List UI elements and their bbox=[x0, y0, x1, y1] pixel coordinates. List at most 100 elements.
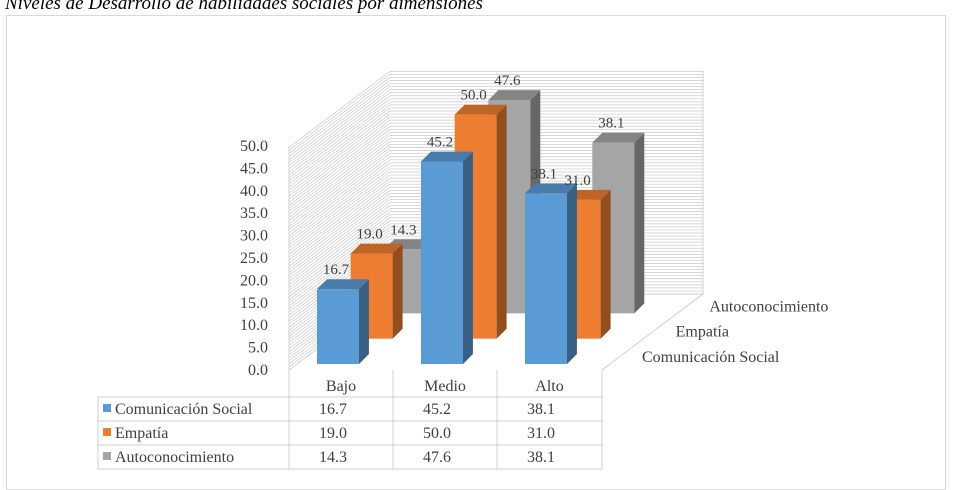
table-value: 50.0 bbox=[423, 425, 451, 442]
side-wall-gridline bbox=[288, 183, 391, 261]
bar-top bbox=[592, 132, 645, 143]
side-wall-gridline bbox=[288, 171, 391, 249]
y-tick-label: 35.0 bbox=[240, 205, 268, 222]
bar-side bbox=[359, 279, 369, 364]
depth-axis: Comunicación Social Empatía Autoconocimien… bbox=[601, 293, 828, 371]
bar-top bbox=[525, 183, 577, 194]
side-wall-gridline bbox=[288, 129, 391, 206]
side-wall-gridline bbox=[288, 205, 391, 282]
bars-layer bbox=[317, 90, 645, 364]
side-wall-gridline bbox=[288, 162, 391, 240]
table-value: 45.2 bbox=[423, 401, 451, 418]
side-wall-gridline bbox=[288, 74, 391, 151]
side-wall-gridline bbox=[288, 119, 391, 197]
y-tick-label: 5.0 bbox=[248, 340, 268, 357]
data-label: 47.6 bbox=[494, 73, 521, 89]
side-wall-gridline bbox=[288, 211, 391, 288]
side-wall-gridline bbox=[288, 104, 391, 182]
table-value: 14.3 bbox=[319, 449, 347, 466]
table-value: 38.1 bbox=[527, 401, 555, 418]
bar-top bbox=[454, 104, 507, 115]
y-tick-label: 40.0 bbox=[240, 183, 268, 200]
bar-front bbox=[421, 161, 463, 364]
side-wall-gridline bbox=[288, 141, 391, 218]
table-series-label: Comunicación Social bbox=[115, 401, 253, 418]
side-wall-gridline bbox=[288, 150, 391, 227]
side-wall-gridline bbox=[288, 132, 391, 209]
bar-top bbox=[488, 90, 541, 101]
y-tick-label: 20.0 bbox=[240, 272, 268, 289]
side-wall-gridline bbox=[288, 223, 391, 301]
side-wall-gridline bbox=[288, 107, 391, 185]
data-label: 45.2 bbox=[427, 135, 453, 151]
table-series-label: Empatía bbox=[115, 425, 168, 442]
data-label: 50.0 bbox=[461, 88, 487, 104]
side-wall-gridline bbox=[288, 220, 391, 298]
side-wall-gridline bbox=[288, 147, 391, 224]
table-value: 16.7 bbox=[319, 401, 347, 418]
side-wall-gridline bbox=[288, 80, 391, 157]
side-wall-gridline bbox=[288, 159, 391, 237]
side-wall-gridline bbox=[288, 125, 391, 203]
side-wall-gridline bbox=[288, 193, 391, 270]
side-wall-gridline bbox=[288, 113, 391, 191]
series-axis-label: Comunicación Social bbox=[642, 349, 780, 366]
side-wall-gridline bbox=[288, 156, 391, 234]
data-label: 38.1 bbox=[531, 166, 557, 182]
side-wall-gridline bbox=[288, 186, 391, 264]
y-tick-label: 30.0 bbox=[240, 228, 268, 245]
table-category-label: Alto bbox=[535, 378, 563, 395]
y-tick-label: 50.0 bbox=[240, 138, 268, 155]
side-wall-gridline bbox=[288, 77, 391, 154]
series-axis-label: Autoconocimiento bbox=[709, 298, 828, 315]
side-wall-gridline bbox=[288, 122, 391, 200]
bar-top bbox=[317, 279, 369, 290]
side-wall-gridline bbox=[288, 89, 391, 166]
side-wall-gridline bbox=[288, 168, 391, 246]
side-wall-gridline bbox=[288, 226, 391, 304]
side-wall-gridline bbox=[288, 153, 391, 230]
table-value: 47.6 bbox=[423, 449, 451, 466]
table-value: 38.1 bbox=[527, 449, 555, 466]
bar-front bbox=[317, 289, 359, 364]
side-wall-gridline bbox=[288, 101, 391, 179]
bar-top bbox=[350, 243, 403, 254]
y-tick-label: 25.0 bbox=[240, 250, 268, 267]
side-wall-gridline bbox=[288, 196, 391, 273]
bar-side bbox=[600, 189, 611, 339]
table-series-label: Autoconocimiento bbox=[115, 449, 234, 466]
table-value: 31.0 bbox=[527, 425, 555, 442]
table-value: 19.0 bbox=[319, 425, 347, 442]
series-axis-label: Empatía bbox=[676, 324, 729, 341]
data-label: 38.1 bbox=[598, 116, 624, 132]
side-wall-gridline bbox=[288, 190, 391, 267]
data-labels: 14.3 47.6 38.1 19.0 50.0 31.0 16.7 45.2 38.1 bbox=[323, 73, 625, 278]
side-wall-gridline bbox=[288, 138, 391, 215]
side-wall-gridline bbox=[288, 95, 391, 173]
data-label: 16.7 bbox=[323, 262, 350, 278]
side-wall-gridline bbox=[288, 110, 391, 188]
bar bbox=[421, 151, 473, 364]
side-wall-gridline bbox=[288, 83, 391, 160]
side-wall-gridline bbox=[288, 71, 391, 148]
side-wall-gridline bbox=[288, 144, 391, 221]
side-wall-gridline bbox=[288, 174, 391, 252]
bar-side bbox=[496, 104, 507, 339]
side-wall-gridline bbox=[288, 217, 391, 295]
side-wall-gridline bbox=[288, 180, 391, 258]
data-table: Bajo Medio Alto Comunicación Social 16.7 45.2… bbox=[97, 370, 603, 470]
y-tick-label: 15.0 bbox=[240, 295, 268, 312]
data-label: 19.0 bbox=[357, 227, 383, 243]
side-wall-gridline bbox=[288, 135, 391, 212]
depth-axis-line bbox=[601, 293, 704, 371]
side-wall-gridline bbox=[288, 214, 391, 291]
side-wall-gridline bbox=[288, 86, 391, 163]
bar-side bbox=[634, 132, 645, 314]
y-tick-label: 45.0 bbox=[240, 160, 268, 177]
side-wall-gridline bbox=[288, 208, 391, 285]
side-wall-gridline bbox=[288, 116, 391, 194]
bar bbox=[525, 183, 577, 364]
legend-key bbox=[103, 452, 111, 460]
y-axis: 0.0 5.0 10.0 15.0 20.0 25.0 30.0 35.0 40.0 45.0 50… bbox=[240, 138, 268, 379]
